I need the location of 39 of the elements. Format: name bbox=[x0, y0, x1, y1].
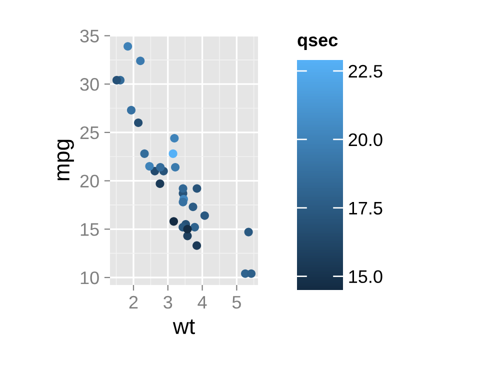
point bbox=[178, 198, 188, 206]
color-bar-label: 17.5 bbox=[349, 202, 382, 215]
point bbox=[168, 149, 178, 158]
point bbox=[156, 162, 165, 172]
y-tick-label: 30 bbox=[80, 78, 99, 91]
point bbox=[192, 241, 202, 250]
point bbox=[169, 217, 178, 226]
y-tick-label: 25 bbox=[80, 126, 99, 140]
x-tick-label: 5 bbox=[232, 296, 241, 309]
point bbox=[171, 162, 180, 172]
x-tick-label: 3 bbox=[164, 296, 172, 309]
x-tick-label: 2 bbox=[129, 296, 138, 308]
point bbox=[145, 162, 154, 171]
y-tick-label: 20 bbox=[80, 174, 99, 188]
point bbox=[170, 134, 179, 143]
color-bar-label: 20.0 bbox=[348, 133, 382, 146]
point bbox=[124, 42, 132, 51]
point bbox=[192, 184, 202, 193]
point bbox=[140, 149, 149, 158]
y-axis-title: mpg bbox=[57, 140, 74, 180]
color-bar-title: qsec bbox=[298, 36, 338, 50]
point bbox=[183, 224, 192, 234]
point bbox=[188, 202, 198, 212]
point bbox=[126, 106, 136, 114]
color-bar-label: 22.5 bbox=[348, 64, 382, 78]
x-axis-title: wt bbox=[172, 320, 195, 334]
point bbox=[244, 228, 253, 236]
point bbox=[156, 179, 164, 188]
point bbox=[134, 118, 143, 128]
y-tick-label: 10 bbox=[80, 271, 99, 284]
point bbox=[112, 76, 122, 84]
point bbox=[178, 184, 188, 193]
point bbox=[136, 56, 145, 66]
x-tick-label: 4 bbox=[198, 296, 207, 308]
y-tick-label: 35 bbox=[80, 30, 99, 42]
point bbox=[190, 222, 199, 232]
color-bar-label: 15.0 bbox=[349, 270, 382, 284]
point bbox=[200, 211, 209, 220]
y-tick-label: 15 bbox=[80, 223, 99, 236]
